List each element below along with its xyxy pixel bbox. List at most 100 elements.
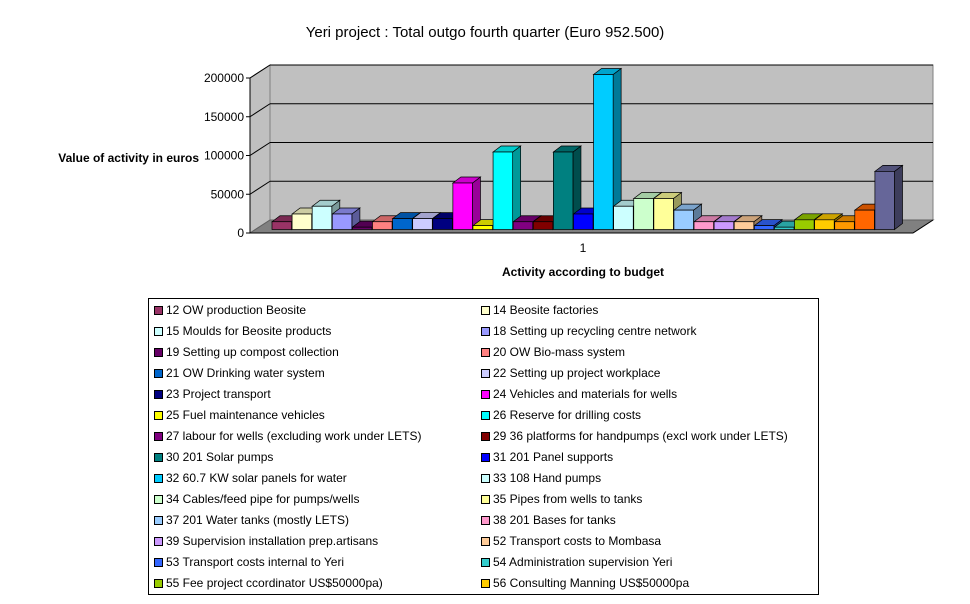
legend-swatch: [481, 368, 490, 378]
legend-item: 37 201 Water tanks (mostly LETS): [154, 511, 349, 529]
gridline-side: [249, 180, 271, 195]
bar-front: [472, 225, 493, 230]
legend-item: 34 Cables/feed pipe for pumps/wells: [154, 490, 359, 508]
legend-swatch: [154, 557, 163, 567]
bar-front: [392, 218, 413, 230]
legend: 12 OW production Beosite 14 Beosite facto…: [148, 298, 819, 595]
gridline-side: [249, 64, 271, 79]
legend-item: 56 Consulting Manning US$50000pa: [481, 574, 689, 592]
legend-swatch: [154, 515, 163, 525]
bar-front: [753, 225, 775, 230]
legend-swatch: [154, 305, 163, 315]
legend-label: 14 Beosite factories: [493, 303, 599, 317]
legend-swatch: [481, 305, 490, 315]
y-tick-label: 100000: [204, 149, 244, 163]
legend-label: 56 Consulting Manning US$50000pa: [493, 576, 690, 590]
bar: [552, 145, 583, 231]
bar-front: [633, 198, 654, 230]
bar-front: [311, 205, 333, 230]
legend-swatch: [481, 347, 490, 357]
bar-front: [733, 221, 755, 230]
legend-item: 19 Setting up compost collection: [154, 343, 339, 361]
legend-swatch: [481, 536, 490, 546]
legend-label: 37 201 Water tanks (mostly LETS): [166, 513, 349, 527]
legend-swatch: [481, 389, 490, 399]
bar-front: [834, 221, 855, 230]
legend-item: 55 Fee project ccordinator US$50000pa): [154, 574, 383, 592]
legend-item: 24 Vehicles and materials for wells: [481, 385, 677, 403]
legend-item: 29 36 platforms for handpumps (excl work…: [481, 427, 788, 445]
bar-front: [271, 221, 292, 230]
legend-label: 15 Moulds for Beosite products: [166, 324, 332, 338]
legend-swatch: [154, 347, 163, 357]
legend-item: 25 Fuel maintenance vehicles: [154, 406, 325, 424]
bar: [873, 164, 904, 231]
legend-swatch: [481, 578, 490, 588]
bar-front: [352, 226, 373, 230]
y-tick-label: 50000: [211, 187, 245, 201]
legend-swatch: [154, 578, 163, 588]
legend-item: 18 Setting up recycling centre network: [481, 322, 696, 340]
bar-front: [553, 151, 574, 230]
legend-swatch: [154, 536, 163, 546]
x-axis-depth-line: [912, 219, 934, 234]
legend-swatch: [154, 431, 163, 441]
legend-item: 22 Setting up project workplace: [481, 364, 660, 382]
legend-swatch: [154, 368, 163, 378]
bar-front: [512, 221, 534, 230]
bar-front: [673, 209, 694, 230]
legend-item: 14 Beosite factories: [481, 301, 598, 319]
bar-front: [713, 221, 735, 230]
bar-front: [573, 213, 594, 230]
bar-front: [653, 198, 674, 230]
bar-front: [432, 218, 453, 230]
legend-item: 21 OW Drinking water system: [154, 364, 325, 382]
legend-swatch: [154, 452, 163, 462]
legend-label: 31 201 Panel supports: [493, 450, 614, 464]
bar-front: [814, 219, 835, 230]
legend-label: 20 OW Bio-mass system: [493, 345, 626, 359]
legend-item: 12 OW production Beosite: [154, 301, 306, 319]
legend-item: 38 201 Bases for tanks: [481, 511, 616, 529]
legend-label: 38 201 Bases for tanks: [493, 513, 616, 527]
legend-label: 21 OW Drinking water system: [166, 366, 325, 380]
legend-item: 32 60.7 KW solar panels for water: [154, 469, 347, 487]
legend-swatch: [481, 326, 490, 336]
legend-label: 32 60.7 KW solar panels for water: [166, 471, 347, 485]
legend-item: 15 Moulds for Beosite products: [154, 322, 331, 340]
y-tick-label: 200000: [204, 71, 244, 85]
x-tick-label: 1: [580, 241, 587, 255]
legend-label: 35 Pipes from wells to tanks: [493, 492, 643, 506]
legend-label: 12 OW production Beosite: [166, 303, 307, 317]
bar: [492, 145, 522, 231]
bar-front: [774, 226, 795, 230]
legend-label: 27 labour for wells (excluding work unde…: [166, 429, 422, 443]
legend-item: 35 Pipes from wells to tanks: [481, 490, 642, 508]
legend-label: 23 Project transport: [166, 387, 271, 401]
legend-swatch: [154, 389, 163, 399]
legend-item: 23 Project transport: [154, 385, 271, 403]
bar-front: [412, 218, 433, 230]
legend-swatch: [481, 494, 490, 504]
legend-label: 30 201 Solar pumps: [166, 450, 274, 464]
bar-front: [452, 182, 473, 230]
legend-swatch: [481, 557, 490, 567]
bar-side: [894, 164, 903, 231]
legend-label: 52 Transport costs to Mombasa: [493, 534, 662, 548]
y-axis-ticks: 0 50000 100000 150000 200000: [204, 71, 934, 240]
legend-swatch: [154, 473, 163, 483]
legend-label: 25 Fuel maintenance vehicles: [166, 408, 325, 422]
legend-label: 26 Reserve for drilling costs: [493, 408, 642, 422]
bar-front: [874, 171, 895, 230]
legend-label: 24 Vehicles and materials for wells: [493, 387, 678, 401]
legend-swatch: [481, 473, 490, 483]
y-tick-label: 0: [237, 226, 244, 240]
bars: [270, 67, 904, 231]
gridline-side: [249, 142, 271, 156]
legend-label: 18 Setting up recycling centre network: [493, 324, 697, 338]
bar-front: [331, 213, 353, 230]
bar: [592, 67, 623, 231]
bar-front: [693, 221, 714, 230]
bar: [451, 176, 482, 231]
bar-front: [854, 209, 875, 230]
